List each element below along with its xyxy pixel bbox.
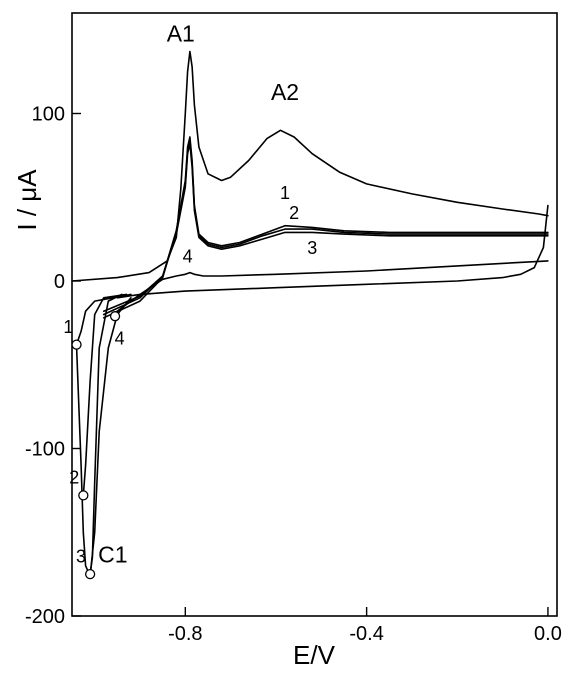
annotation-label: 3 xyxy=(76,546,86,566)
marker-point xyxy=(84,568,96,580)
marker-point xyxy=(71,339,82,350)
series-line xyxy=(102,136,549,319)
series-line xyxy=(112,260,549,316)
series-line xyxy=(82,293,128,497)
y-tick-label: -200 xyxy=(25,606,65,628)
annotation-label: C1 xyxy=(98,541,127,567)
y-tick-label: 100 xyxy=(32,104,65,126)
marker-point xyxy=(78,490,89,501)
x-tick-label: -0.8 xyxy=(168,623,202,645)
y-axis-label: I / μA xyxy=(12,169,42,231)
annotation-label: 1 xyxy=(280,183,290,203)
series-line xyxy=(116,204,549,299)
data-markers xyxy=(71,311,121,580)
annotation-label: 4 xyxy=(183,247,193,267)
plot-frame xyxy=(71,12,558,617)
x-axis-label: E/V xyxy=(293,640,336,670)
data-curves xyxy=(71,50,549,577)
series-line xyxy=(102,139,549,316)
series-line xyxy=(102,142,549,313)
annotation-label: 3 xyxy=(307,238,317,258)
x-tick-label: -0.4 xyxy=(349,623,383,645)
annotation-label: 2 xyxy=(69,468,79,488)
y-tick-label: -100 xyxy=(25,439,65,461)
annotation-label: A1 xyxy=(167,20,195,46)
annotation-label: 2 xyxy=(289,203,299,223)
annotation-label: A2 xyxy=(271,79,299,105)
annotation-label: 4 xyxy=(115,329,125,349)
marker-point xyxy=(109,311,121,322)
x-tick-label: 0.0 xyxy=(534,623,562,645)
y-tick-label: 0 xyxy=(54,271,65,293)
annotation-label: 1 xyxy=(63,317,73,337)
axis-ticks: -0.8 -0.4 0.0 -200 -100 0 100 xyxy=(25,104,562,646)
